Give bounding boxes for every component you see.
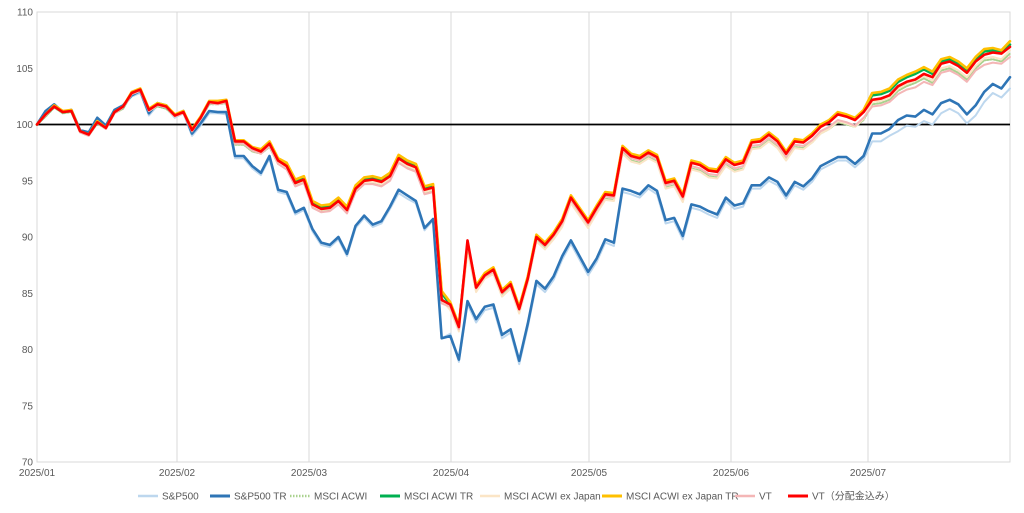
legend-label: MSCI ACWI ex Japan TR <box>626 492 739 503</box>
legend-label: MSCI ACWI ex Japan <box>504 492 601 503</box>
y-tick-label: 90 <box>22 233 34 244</box>
series-line <box>35 39 1012 327</box>
y-tick-label: 75 <box>22 401 34 412</box>
x-tick-label: 2025/07 <box>850 468 887 479</box>
y-tick-label: 85 <box>22 289 34 300</box>
legend-label: MSCI ACWI <box>314 492 367 503</box>
plot-area-frame <box>36 11 1011 463</box>
legend-item: S&P500 <box>138 492 199 503</box>
x-tick-label: 2025/04 <box>433 468 470 479</box>
series-line <box>35 75 1012 363</box>
legend-item: VT <box>735 492 772 503</box>
y-tick-label: 110 <box>17 8 33 19</box>
x-tick-label: 2025/05 <box>571 468 608 479</box>
series-line <box>35 43 1012 328</box>
legend-label: S&P500 TR <box>234 492 287 503</box>
x-tick-label: 2025/06 <box>713 468 750 479</box>
y-tick-label: 95 <box>22 176 34 187</box>
legend-item: VT（分配金込み） <box>788 490 895 503</box>
legend-item: MSCI ACWI ex Japan TR <box>602 492 739 503</box>
legend-label: S&P500 <box>162 492 199 503</box>
series-line <box>35 45 1012 329</box>
legend-item: MSCI ACWI TR <box>380 492 473 503</box>
y-tick-label: 80 <box>22 345 34 356</box>
legend-label: MSCI ACWI TR <box>404 492 473 503</box>
legend-label: VT（分配金込み） <box>812 490 895 503</box>
legend-item: S&P500 TR <box>210 492 287 503</box>
legend-item: MSCI ACWI <box>290 492 367 503</box>
y-tick-label: 70 <box>22 458 34 469</box>
series-line <box>36 87 1011 366</box>
grid-layer <box>36 11 1011 463</box>
series-layer <box>35 39 1012 366</box>
axis-layer: 2025/01 2025/02 2025/03 2025/04 2025/05 2025/… <box>16 8 886 480</box>
legend-item: MSCI ACWI ex Japan <box>480 492 601 503</box>
legend: S&P500 S&P500 TR MSCI ACWI MSCI ACWI TR MSCI… <box>138 490 895 503</box>
x-tick-label: 2025/02 <box>159 468 196 479</box>
y-tick-label: 105 <box>16 64 33 75</box>
legend-label: VT <box>759 492 772 503</box>
x-tick-label: 2025/01 <box>19 468 56 479</box>
y-tick-label: 100 <box>16 120 33 131</box>
x-tick-label: 2025/03 <box>291 468 328 479</box>
